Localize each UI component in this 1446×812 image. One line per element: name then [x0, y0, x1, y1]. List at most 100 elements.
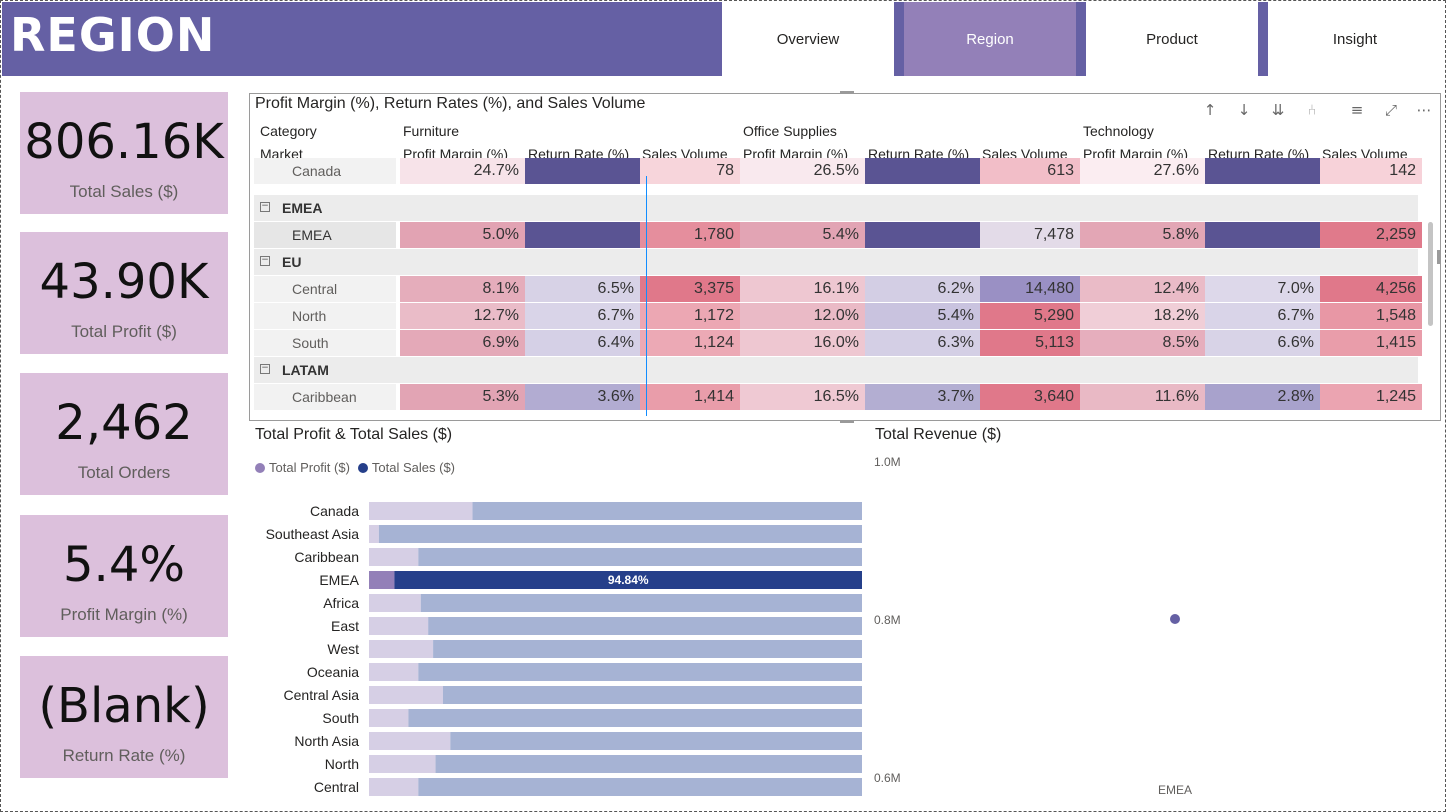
matrix-cell[interactable]: 14,480 [980, 276, 1080, 302]
expand-all-down-icon[interactable]: ⇊ [1271, 101, 1285, 119]
matrix-cell[interactable]: 6.7% [1205, 303, 1320, 329]
matrix-cell[interactable]: 1,245 [1320, 384, 1422, 410]
matrix-cell[interactable]: 3.7% [865, 384, 980, 410]
sales-bar[interactable] [408, 709, 862, 727]
more-options-icon[interactable]: ⋯ [1416, 101, 1432, 119]
resize-handle[interactable] [1437, 250, 1441, 264]
matrix-cell[interactable]: 5,290 [980, 303, 1080, 329]
matrix-row[interactable]: North 12.7% 6.7% 1,172 12.0% 5.4% 5,290 18.2% 6.… [254, 303, 1422, 330]
sales-bar[interactable] [450, 732, 862, 750]
row-label[interactable]: Central [254, 276, 396, 302]
profit-bar[interactable] [369, 778, 419, 796]
group-label[interactable]: EMEA [254, 195, 1418, 221]
sales-bar[interactable] [418, 548, 862, 566]
matrix-row[interactable]: Canada 24.7% 78 26.5% 613 27.6% 142 [254, 158, 1422, 195]
scatter-chart[interactable]: 1.0M 0.8M 0.6M EMEA [870, 450, 1430, 802]
profit-bar[interactable] [369, 617, 429, 635]
row-label[interactable]: Canada [254, 158, 396, 184]
profit-bar[interactable] [369, 732, 451, 750]
profit-bar[interactable] [369, 686, 443, 704]
matrix-row[interactable]: South 6.9% 6.4% 1,124 16.0% 6.3% 5,113 8.5% 6.6%… [254, 330, 1422, 357]
matrix-cell[interactable]: 18.2% [1080, 303, 1205, 329]
tab-region[interactable]: Region [904, 2, 1076, 76]
matrix-cell[interactable]: 1,415 [1320, 330, 1422, 356]
matrix-cell[interactable] [865, 222, 980, 248]
matrix-group-row[interactable]: EU − [254, 249, 1418, 276]
profit-bar[interactable] [369, 525, 379, 543]
bar-chart[interactable]: Canada Southeast Asia Caribbean EMEA 94.84% A… [250, 495, 870, 800]
profit-bar[interactable] [369, 663, 419, 681]
matrix-cell[interactable]: 3.6% [525, 384, 640, 410]
matrix-cell[interactable]: 11.6% [1080, 384, 1205, 410]
sales-bar[interactable] [433, 640, 862, 658]
profit-bar[interactable] [369, 571, 395, 589]
matrix-cell[interactable]: 12.0% [740, 303, 865, 329]
matrix-cell[interactable]: 5.3% [400, 384, 525, 410]
profit-bar[interactable] [369, 548, 419, 566]
row-label[interactable]: South [254, 330, 396, 356]
matrix-cell[interactable]: 4,256 [1320, 276, 1422, 302]
matrix-cell[interactable] [525, 222, 640, 248]
tab-insight[interactable]: Insight [1268, 2, 1442, 76]
sales-bar[interactable] [420, 594, 862, 612]
sort-up-icon[interactable]: ↑ [1203, 101, 1217, 119]
matrix-cell[interactable] [865, 158, 980, 184]
matrix-row[interactable]: EMEA 5.0% 1,780 5.4% 7,478 5.8% 2,259 [254, 222, 1422, 249]
matrix-cell[interactable]: 24.7% [400, 158, 525, 184]
matrix-cell[interactable]: 1,172 [640, 303, 740, 329]
matrix-cell[interactable]: 5.8% [1080, 222, 1205, 248]
matrix-cell[interactable]: 1,124 [640, 330, 740, 356]
sort-down-icon[interactable]: ↓ [1237, 101, 1251, 119]
matrix-cell[interactable]: 1,414 [640, 384, 740, 410]
matrix-cell[interactable]: 26.5% [740, 158, 865, 184]
matrix-cell[interactable]: 5,113 [980, 330, 1080, 356]
sales-bar[interactable] [435, 755, 862, 773]
matrix-cell[interactable]: 16.5% [740, 384, 865, 410]
profit-bar[interactable] [369, 594, 421, 612]
matrix-cell[interactable]: 6.9% [400, 330, 525, 356]
matrix-cell[interactable]: 8.5% [1080, 330, 1205, 356]
sales-bar[interactable] [378, 525, 862, 543]
profit-bar[interactable] [369, 709, 409, 727]
matrix-cell[interactable] [525, 158, 640, 184]
matrix-cell[interactable]: 6.3% [865, 330, 980, 356]
matrix-cell[interactable]: 6.7% [525, 303, 640, 329]
row-label[interactable]: EMEA [254, 222, 396, 248]
matrix-cell[interactable]: 16.0% [740, 330, 865, 356]
matrix-cell[interactable]: 16.1% [740, 276, 865, 302]
matrix-cell[interactable]: 3,640 [980, 384, 1080, 410]
group-label[interactable]: LATAM [254, 357, 1418, 383]
profit-bar[interactable] [369, 755, 436, 773]
matrix-cell[interactable]: 6.5% [525, 276, 640, 302]
matrix-cell[interactable]: 3,375 [640, 276, 740, 302]
matrix-cell[interactable] [1205, 222, 1320, 248]
matrix-cell[interactable]: 5.0% [400, 222, 525, 248]
profit-bar[interactable] [369, 502, 473, 520]
matrix-cell[interactable]: 6.4% [525, 330, 640, 356]
legend-label[interactable]: Total Profit ($) [269, 460, 350, 475]
collapse-icon[interactable]: − [260, 363, 270, 374]
focus-mode-icon[interactable]: ⤢ [1384, 101, 1397, 119]
resize-handle[interactable] [840, 419, 854, 423]
group-label[interactable]: EU [254, 249, 1418, 275]
collapse-icon[interactable]: − [260, 201, 270, 212]
vertical-scrollbar[interactable] [1428, 222, 1433, 326]
row-label[interactable]: North [254, 303, 396, 329]
matrix-cell[interactable]: 6.6% [1205, 330, 1320, 356]
matrix-cell[interactable]: 27.6% [1080, 158, 1205, 184]
sales-bar[interactable] [418, 663, 862, 681]
matrix-cell[interactable]: 8.1% [400, 276, 525, 302]
matrix-row[interactable]: Caribbean 5.3% 3.6% 1,414 16.5% 3.7% 3,640 11.6… [254, 384, 1422, 411]
matrix-cell[interactable]: 12.7% [400, 303, 525, 329]
matrix-cell[interactable]: 1,548 [1320, 303, 1422, 329]
matrix-cell[interactable]: 6.2% [865, 276, 980, 302]
row-header-category[interactable]: Category [260, 123, 317, 139]
matrix-cell[interactable]: 7,478 [980, 222, 1080, 248]
matrix-group-row[interactable]: LATAM − [254, 357, 1418, 384]
drill-hierarchy-icon[interactable]: ⑃ [1307, 101, 1317, 119]
matrix-cell[interactable]: 5.4% [740, 222, 865, 248]
matrix-cell[interactable] [1205, 158, 1320, 184]
sales-bar[interactable] [472, 502, 862, 520]
filter-icon[interactable]: ≡ [1350, 101, 1364, 119]
profit-bar[interactable] [369, 640, 434, 658]
